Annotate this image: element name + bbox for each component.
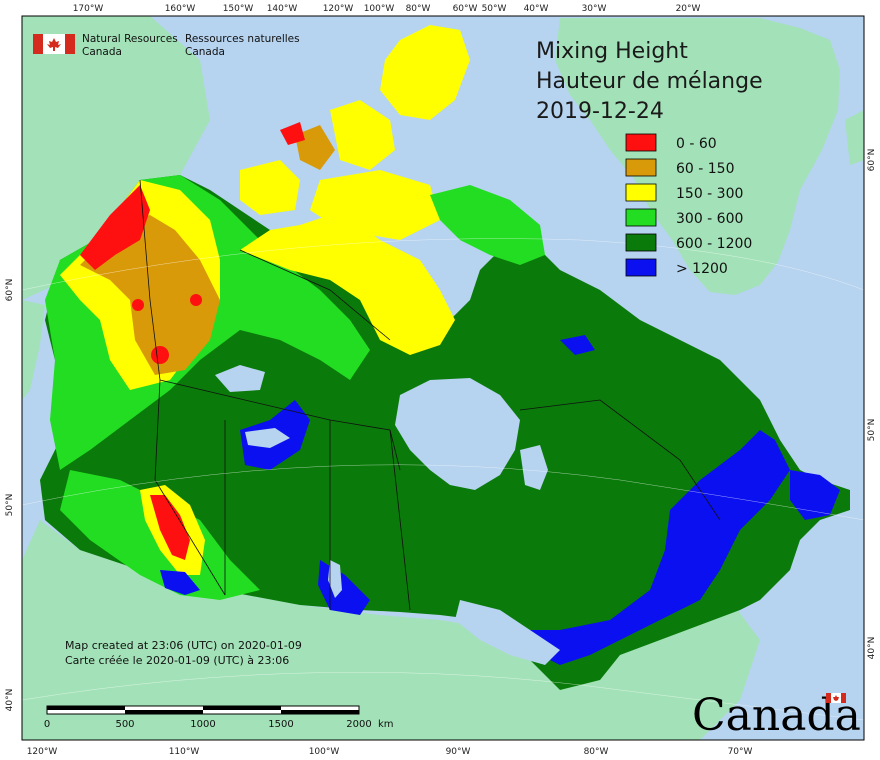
legend-label-4: 600 - 1200 xyxy=(676,236,752,252)
legend-label-1: 60 - 150 xyxy=(676,161,735,177)
great-bear-lake xyxy=(215,365,265,392)
scale-label-1: 500 xyxy=(115,719,134,730)
arctic-island-5 xyxy=(310,170,440,240)
zone-0-60-yukon xyxy=(80,185,150,270)
scale-label-4: 2000 xyxy=(346,719,371,730)
note-en: Map created at 23:06 (UTC) on 2020-01-09 xyxy=(65,639,302,652)
map-frame-border xyxy=(21,15,865,741)
arctic-island-2 xyxy=(240,160,300,215)
map-area xyxy=(21,16,865,740)
tick-top-9: 40°W xyxy=(524,4,549,14)
tick-left-1: 50°N xyxy=(5,494,15,517)
zone-gt1200-east xyxy=(520,430,790,665)
note-fr: Carte créée le 2020-01-09 (UTC) à 23:06 xyxy=(65,654,289,667)
agency-en-line1: Natural Resources xyxy=(82,33,178,45)
legend-label-5: > 1200 xyxy=(676,261,728,277)
legend-label-3: 300 - 600 xyxy=(676,211,743,227)
agency-en-line2: Canada xyxy=(82,46,122,58)
left-tick-labels: 60°N 50°N 40°N xyxy=(5,279,15,712)
zone-gt1200-maritimes xyxy=(790,470,840,520)
scale-bar: 0 500 1000 1500 2000 km xyxy=(44,705,394,730)
greenland-landmass xyxy=(555,18,840,295)
tick-top-6: 80°W xyxy=(406,4,431,14)
tick-top-0: 170°W xyxy=(73,4,104,14)
iceland-landmass xyxy=(845,110,864,165)
scale-label-2: 1000 xyxy=(190,719,215,730)
james-bay xyxy=(520,445,548,490)
zone-0-60-bc xyxy=(150,495,190,560)
zone-0-60-spot-4 xyxy=(190,294,202,306)
tick-bottom-4: 80°W xyxy=(584,747,609,757)
great-lakes xyxy=(455,600,560,665)
tick-bottom-2: 100°W xyxy=(309,747,340,757)
tick-top-11: 20°W xyxy=(676,4,701,14)
lake-winnipeg xyxy=(328,560,342,598)
top-tick-labels: 170°W 160°W 150°W 140°W 120°W 100°W 80°W… xyxy=(73,4,701,14)
legend-swatch-2 xyxy=(625,183,657,202)
map-title: Mixing Height Hauteur de mélange 2019-12… xyxy=(536,39,763,124)
tick-top-3: 140°W xyxy=(267,4,298,14)
agency-fr-line1: Ressources naturelles xyxy=(185,33,300,45)
provincial-borders xyxy=(139,179,721,611)
arctic-island-1 xyxy=(330,100,395,170)
legend-swatch-4 xyxy=(625,233,657,252)
bottom-tick-labels: 120°W 110°W 100°W 90°W 80°W 70°W xyxy=(27,747,753,757)
tick-right-0: 60°N xyxy=(867,149,877,172)
title-line1: Mixing Height xyxy=(536,39,688,64)
tick-top-7: 60°W xyxy=(453,4,478,14)
tick-bottom-5: 70°W xyxy=(728,747,753,757)
great-slave-lake xyxy=(245,428,290,448)
tick-top-10: 30°W xyxy=(582,4,607,14)
zone-gt1200-bc-coast xyxy=(160,570,200,595)
title-date: 2019-12-24 xyxy=(536,99,664,124)
tick-right-2: 40°N xyxy=(867,637,877,660)
baffin-island xyxy=(430,185,545,265)
legend-swatch-5 xyxy=(625,258,657,277)
legend-swatch-0 xyxy=(625,133,657,152)
arctic-island-3 xyxy=(295,125,335,170)
alaska-landmass xyxy=(22,16,210,300)
legend-swatch-1 xyxy=(625,158,657,177)
graticule xyxy=(21,238,865,721)
legend-swatch-3 xyxy=(625,208,657,227)
legend-label-2: 150 - 300 xyxy=(676,186,743,202)
tick-left-2: 40°N xyxy=(5,689,15,712)
tick-top-8: 50°W xyxy=(482,4,507,14)
tick-top-2: 150°W xyxy=(223,4,254,14)
creation-note: Map created at 23:06 (UTC) on 2020-01-09… xyxy=(65,639,302,667)
canada-wordmark: Canada xyxy=(692,690,861,741)
legend-label-0: 0 - 60 xyxy=(676,136,717,152)
scale-label-3: 1500 xyxy=(268,719,293,730)
alaska-peninsula xyxy=(22,300,45,400)
scale-label-0: 0 xyxy=(44,719,50,730)
zone-gt1200-labrador xyxy=(560,335,595,355)
tick-bottom-1: 110°W xyxy=(169,747,200,757)
zone-0-60-spot-1 xyxy=(151,346,169,364)
hudson-bay xyxy=(395,378,520,490)
legend: 0 - 60 60 - 150 150 - 300 300 - 600 600 - 12… xyxy=(625,133,752,277)
canada-flag-icon xyxy=(33,34,75,54)
title-line2: Hauteur de mélange xyxy=(536,69,763,94)
zone-150-300-arctic xyxy=(240,215,455,355)
tick-top-1: 160°W xyxy=(165,4,196,14)
agency-fr-line2: Canada xyxy=(185,46,225,58)
tick-top-4: 120°W xyxy=(323,4,354,14)
zone-0-60-spot-3 xyxy=(132,299,144,311)
wordmark-flag-icon xyxy=(826,693,846,703)
tick-left-0: 60°N xyxy=(5,279,15,302)
arctic-island-4 xyxy=(280,122,305,145)
nrcan-signature: Natural Resources Canada Ressources natu… xyxy=(33,33,300,58)
tick-bottom-3: 90°W xyxy=(446,747,471,757)
arctic-island-ellesmere xyxy=(380,25,470,120)
scale-unit: km xyxy=(378,719,394,730)
right-tick-labels: 60°N 50°N 40°N xyxy=(867,149,877,660)
tick-right-1: 50°N xyxy=(867,419,877,442)
tick-top-5: 100°W xyxy=(364,4,395,14)
tick-bottom-0: 120°W xyxy=(27,747,58,757)
